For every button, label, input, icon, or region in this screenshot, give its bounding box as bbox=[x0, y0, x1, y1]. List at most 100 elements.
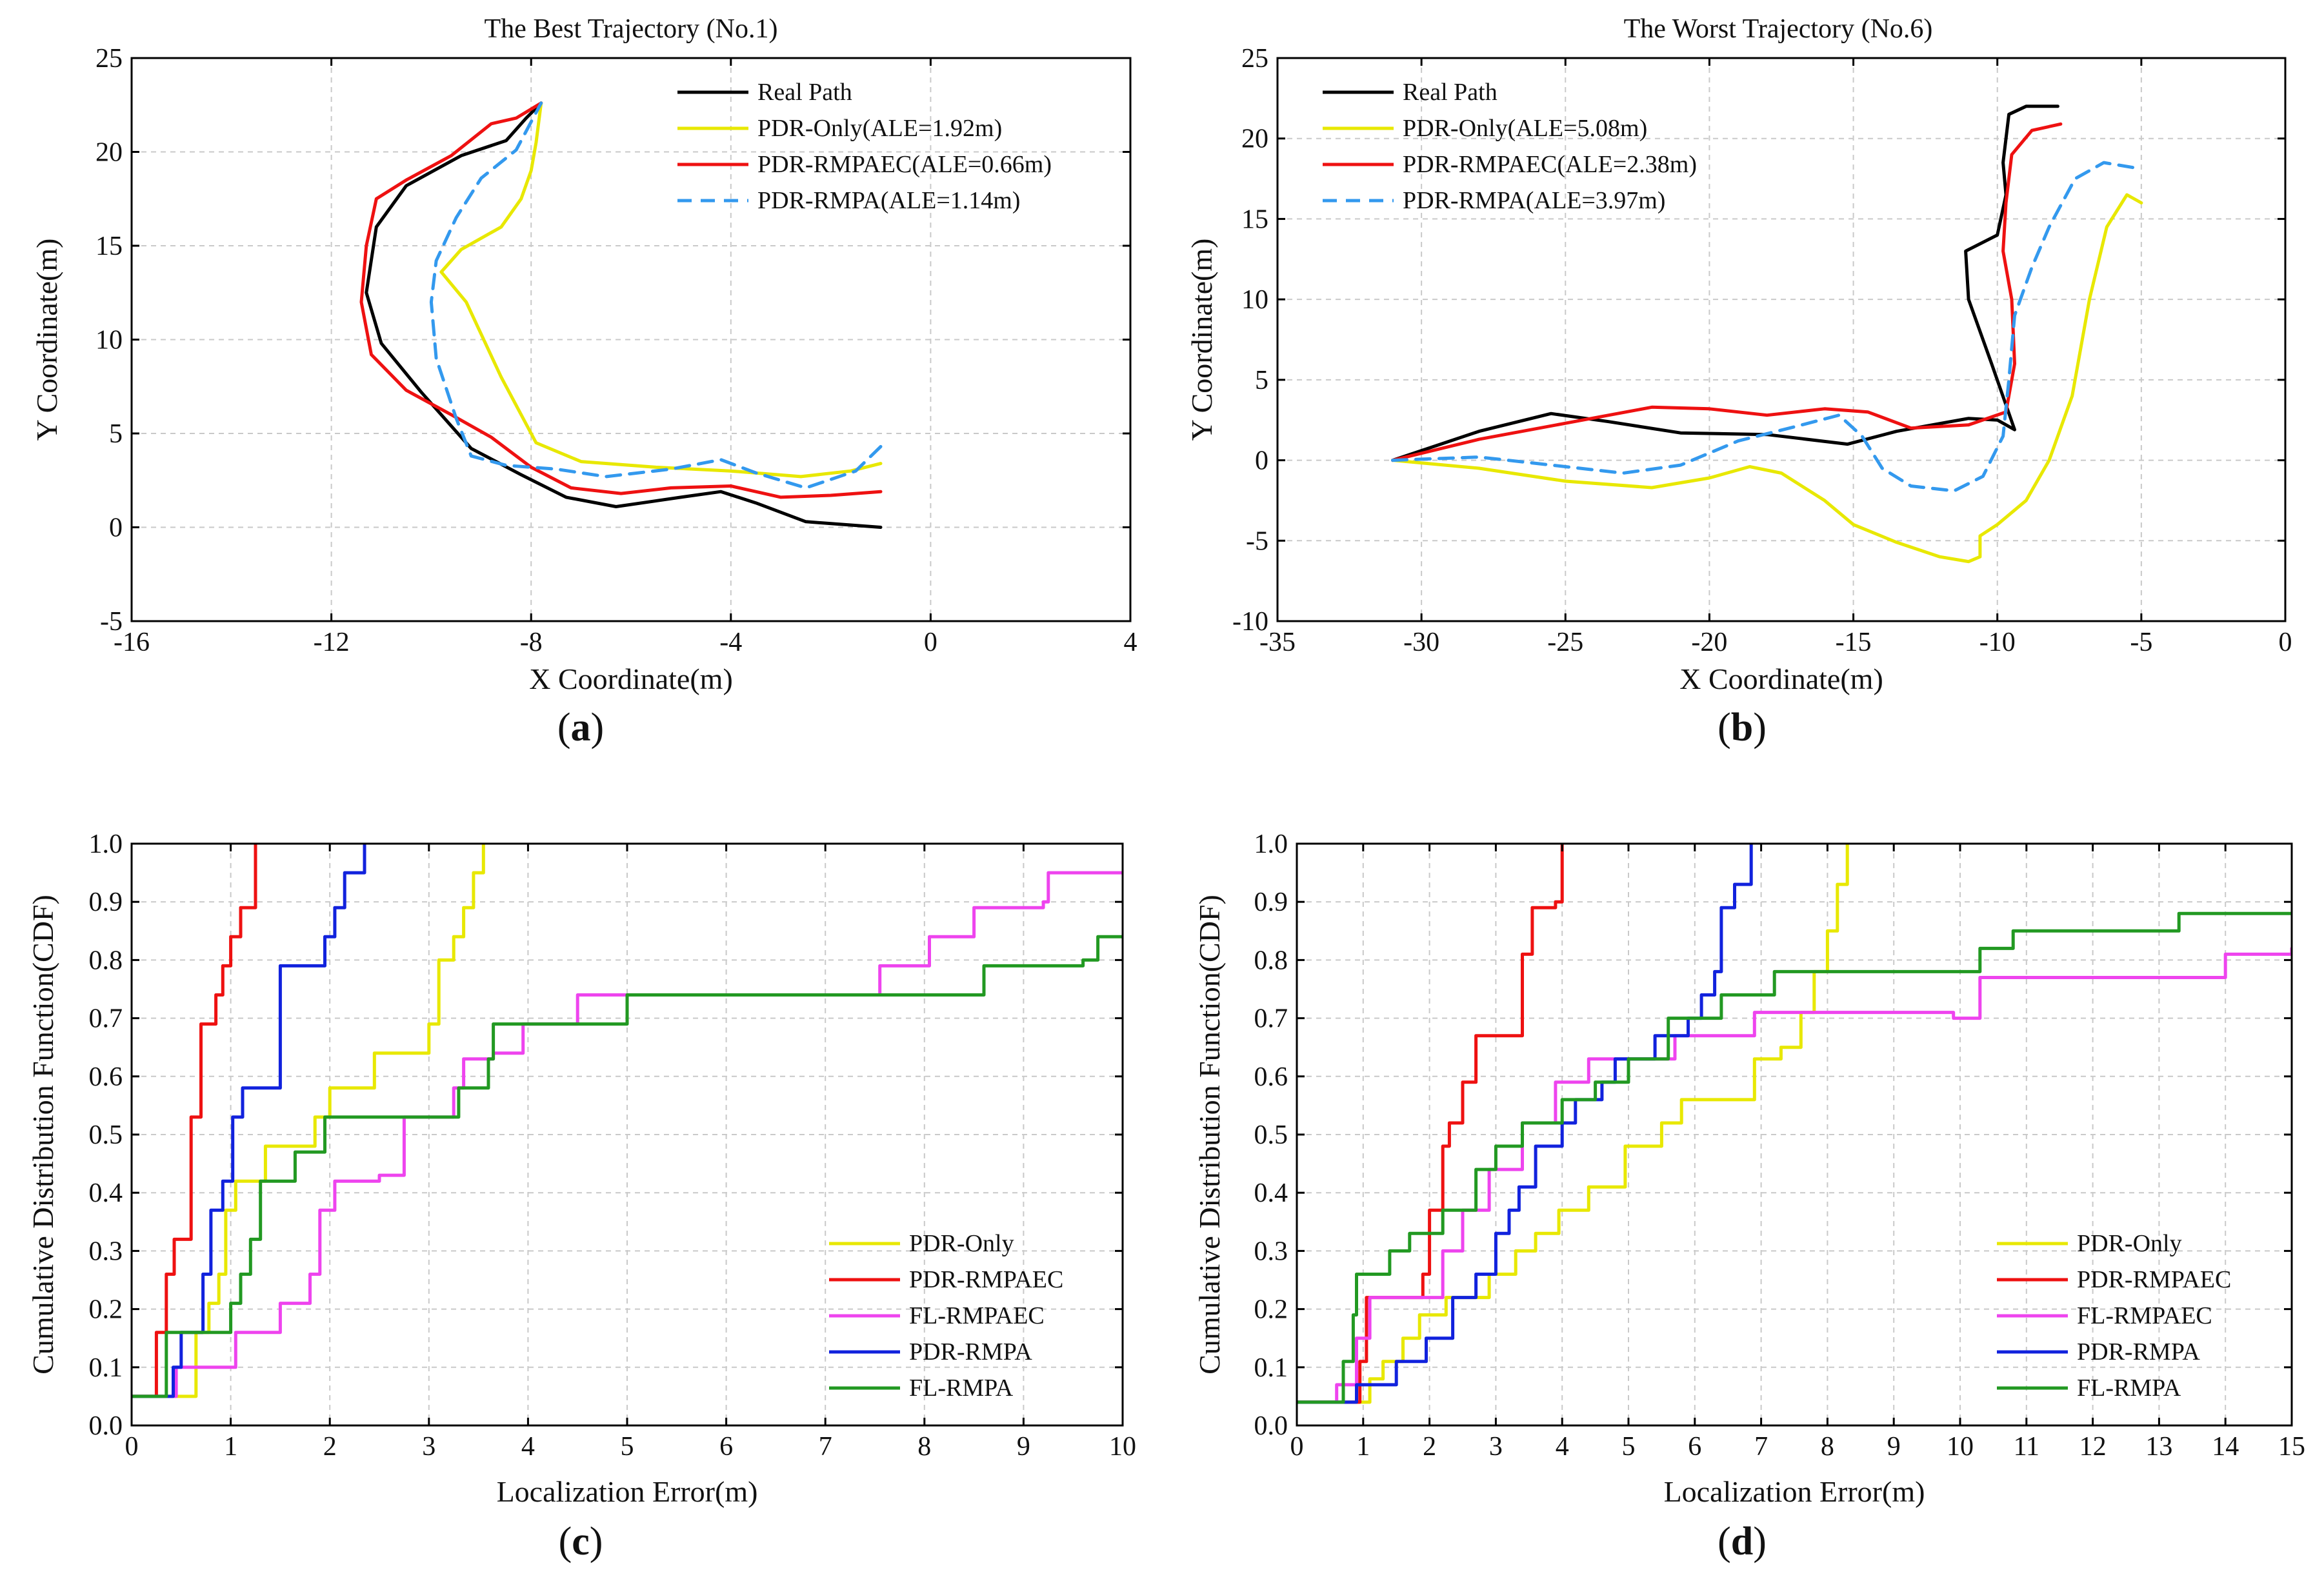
x-axis-label: X Coordinate(m) bbox=[529, 662, 733, 695]
x-tick-label: 3 bbox=[422, 1432, 436, 1462]
x-tick-label: 10 bbox=[1109, 1432, 1136, 1462]
y-tick-label: 0.6 bbox=[89, 1062, 123, 1092]
y-tick-label: 0.2 bbox=[1254, 1295, 1288, 1325]
series-line-pdr-rmpa bbox=[1297, 844, 1753, 1404]
panel-letter: (b) bbox=[1718, 706, 1767, 749]
legend-entry: PDR-Only bbox=[2077, 1230, 2182, 1257]
x-tick-label: 14 bbox=[2212, 1432, 2239, 1462]
legend-entry: Real Path bbox=[757, 79, 852, 106]
x-tick-label: 3 bbox=[1489, 1432, 1503, 1462]
chart-title: The Best Trajectory (No.1) bbox=[485, 14, 778, 44]
paren-open: ( bbox=[1718, 1520, 1731, 1563]
paren-close: ) bbox=[591, 706, 605, 749]
legend-entry: PDR-RMPA bbox=[2077, 1338, 2200, 1365]
x-tick-label: -20 bbox=[1691, 628, 1727, 657]
y-tick-label: 0.6 bbox=[1254, 1062, 1288, 1092]
legend-entry: PDR-RMPAEC(ALE=0.66m) bbox=[757, 151, 1052, 178]
x-tick-label: 6 bbox=[1688, 1432, 1701, 1462]
series-line-fl-rmpaec bbox=[1297, 946, 2292, 1404]
y-tick-label: 0.5 bbox=[89, 1120, 123, 1150]
legend-entry: FL-RMPA bbox=[2077, 1375, 2181, 1402]
paren-open: ( bbox=[1718, 706, 1731, 749]
legend-entry: PDR-RMPA(ALE=1.14m) bbox=[757, 187, 1020, 214]
x-tick-label: 5 bbox=[621, 1432, 634, 1462]
y-axis-label: Y Coordinate(m) bbox=[1185, 239, 1218, 441]
y-tick-label: 0 bbox=[109, 513, 123, 543]
y-tick-label: 0.0 bbox=[89, 1411, 123, 1441]
series-line-pdr-rmpa bbox=[132, 844, 366, 1398]
x-tick-label: 0 bbox=[2279, 628, 2292, 657]
x-tick-label: 6 bbox=[719, 1432, 733, 1462]
x-tick-label: -5 bbox=[2130, 628, 2152, 657]
x-tick-label: 2 bbox=[323, 1432, 337, 1462]
paren-close: ) bbox=[590, 1520, 603, 1563]
x-tick-label: 8 bbox=[917, 1432, 931, 1462]
y-tick-label: -5 bbox=[1246, 526, 1268, 556]
y-tick-label: 20 bbox=[1241, 124, 1268, 154]
paren-close: ) bbox=[1753, 1520, 1767, 1563]
y-axis-label: Cumulative Distribution Function(CDF) bbox=[26, 895, 59, 1375]
x-axis-label: X Coordinate(m) bbox=[1679, 662, 1883, 695]
y-tick-label: 0 bbox=[1255, 446, 1268, 476]
x-tick-label: -8 bbox=[520, 628, 543, 657]
x-tick-label: -4 bbox=[719, 628, 742, 657]
x-tick-label: 10 bbox=[1947, 1432, 1974, 1462]
legend: Real Path PDR-Only(ALE=5.08m) PDR-RMPAEC(A… bbox=[1323, 79, 1697, 214]
x-tick-label: 5 bbox=[1622, 1432, 1636, 1462]
series-line-pdr-rmpaec bbox=[1297, 844, 1564, 1404]
x-tick-label: -15 bbox=[1836, 628, 1872, 657]
legend-entry: PDR-RMPAEC bbox=[909, 1266, 1063, 1293]
x-tick-label: 9 bbox=[1887, 1432, 1901, 1462]
chart-panel-c: 0 1 2 3 4 5 6 7 8 9 10 0.0 0.1 0.2 0.3 0.4 0.5 0.6 0.7 0.8 0… bbox=[26, 829, 1136, 1563]
y-tick-label: 0.3 bbox=[89, 1236, 123, 1266]
panel-letter-char: a bbox=[571, 706, 591, 749]
legend-entry: PDR-RMPAEC(ALE=2.38m) bbox=[1403, 151, 1697, 178]
legend-entry: PDR-Only bbox=[909, 1230, 1014, 1257]
legend-entry: FL-RMPAEC bbox=[909, 1302, 1045, 1329]
panel-letter-char: c bbox=[572, 1520, 590, 1563]
paren-close: ) bbox=[1753, 706, 1767, 749]
series-line-pdr-only-ale-5-08m- bbox=[1391, 193, 2143, 564]
legend-entry: PDR-Only(ALE=1.92m) bbox=[757, 115, 1002, 142]
chart-panel-a: -16 -12 -8 -4 0 4 -5 0 5 10 15 20 25 The Best Traject… bbox=[30, 14, 1137, 749]
plot-frame bbox=[1276, 57, 2287, 622]
legend-entry: PDR-RMPAEC bbox=[2077, 1266, 2231, 1293]
y-tick-label: 0.9 bbox=[89, 888, 123, 917]
series-line-real-path bbox=[365, 101, 883, 529]
x-tick-label: 13 bbox=[2145, 1432, 2172, 1462]
y-tick-label: 0.8 bbox=[89, 946, 123, 975]
y-tick-label: -10 bbox=[1232, 607, 1268, 637]
x-tick-label: 1 bbox=[1356, 1432, 1370, 1462]
chart-title: The Worst Trajectory (No.6) bbox=[1624, 14, 1933, 44]
series-line-fl-rmpa bbox=[132, 935, 1123, 1398]
y-tick-label: 0.8 bbox=[1254, 946, 1288, 975]
x-tick-label: -12 bbox=[314, 628, 350, 657]
y-tick-label: 25 bbox=[95, 44, 123, 74]
y-tick-label: 1.0 bbox=[89, 829, 123, 859]
legend-entry: FL-RMPA bbox=[909, 1375, 1014, 1402]
series-line-pdr-rmpaec bbox=[132, 844, 257, 1398]
y-tick-label: 0.7 bbox=[89, 1004, 123, 1034]
x-tick-label: -10 bbox=[1979, 628, 2016, 657]
x-tick-label: 7 bbox=[1754, 1432, 1768, 1462]
panel-letter-char: b bbox=[1731, 706, 1753, 749]
y-tick-label: 0.7 bbox=[1254, 1004, 1288, 1034]
y-tick-label: -5 bbox=[100, 607, 123, 637]
y-tick-label: 1.0 bbox=[1254, 829, 1288, 859]
y-tick-label: 10 bbox=[95, 326, 123, 355]
x-tick-label: 9 bbox=[1017, 1432, 1030, 1462]
panel-letter: (c) bbox=[559, 1520, 603, 1563]
y-axis-label: Y Coordinate(m) bbox=[30, 239, 63, 441]
x-tick-label: 11 bbox=[2014, 1432, 2039, 1462]
x-tick-label: 0 bbox=[924, 628, 937, 657]
x-axis-label: Localization Error(m) bbox=[497, 1475, 758, 1508]
x-tick-label: 1 bbox=[224, 1432, 237, 1462]
legend-entry: Real Path bbox=[1403, 79, 1498, 106]
y-tick-label: 15 bbox=[1241, 204, 1268, 234]
panel-letter-char: d bbox=[1731, 1520, 1753, 1563]
x-tick-label: 4 bbox=[1556, 1432, 1569, 1462]
x-tick-label: 2 bbox=[1423, 1432, 1436, 1462]
y-tick-label: 25 bbox=[1241, 44, 1268, 74]
legend-entry: PDR-Only(ALE=5.08m) bbox=[1403, 115, 1647, 142]
